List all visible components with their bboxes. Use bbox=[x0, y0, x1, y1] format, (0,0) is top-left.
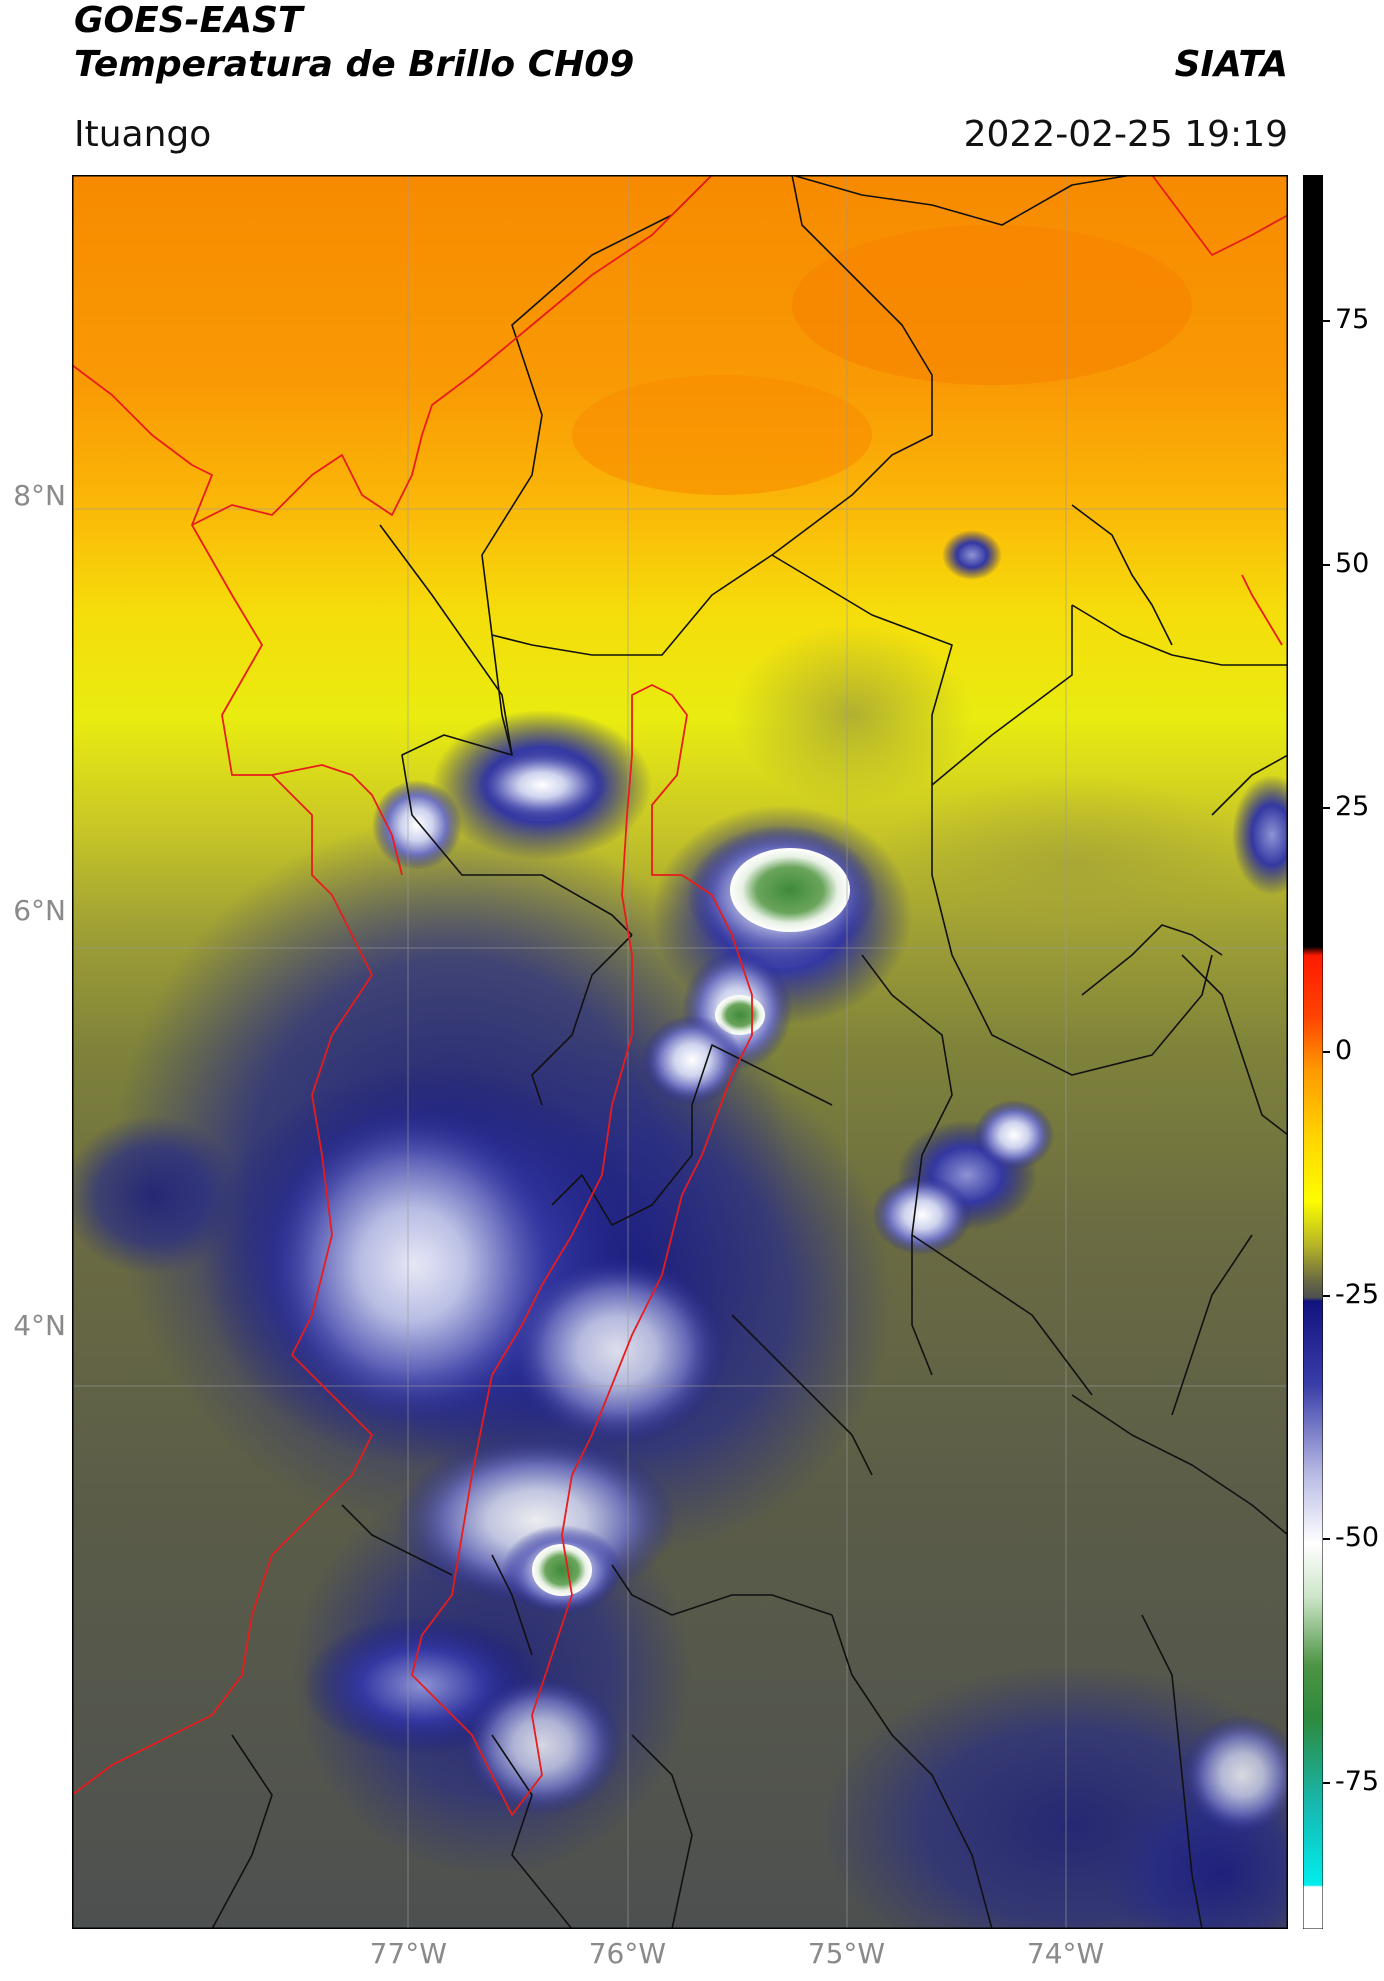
colorbar bbox=[1303, 175, 1323, 1929]
location-label: Ituango bbox=[74, 114, 212, 155]
brightness-temperature-map bbox=[72, 175, 1288, 1929]
lat-tick-label: 8°N bbox=[13, 478, 66, 512]
lon-tick-label: 75°W bbox=[807, 1937, 886, 1970]
colorbar-tick-mark bbox=[1323, 320, 1330, 323]
department-borders bbox=[211, 175, 1288, 1929]
lat-tick-label: 4°N bbox=[13, 1309, 66, 1343]
colorbar-tick-label: 0 bbox=[1335, 1035, 1353, 1066]
colorbar-tick-label: -75 bbox=[1335, 1765, 1380, 1797]
datetime-label: 2022-02-25 19:19 bbox=[963, 114, 1288, 155]
colorbar-tick-label: 75 bbox=[1335, 304, 1370, 336]
colorbar-tick-mark bbox=[1323, 1051, 1330, 1053]
brand-label: SIATA bbox=[1174, 44, 1288, 85]
colorbar-tick-mark bbox=[1323, 807, 1330, 810]
lon-tick-label: 76°W bbox=[588, 1937, 667, 1970]
lat-tick-label: 6°N bbox=[13, 893, 66, 927]
colorbar-tick-label: -50 bbox=[1335, 1522, 1380, 1554]
colorbar-tick-mark bbox=[1323, 1781, 1330, 1784]
product-title: Temperatura de Brillo CH09 bbox=[74, 44, 635, 85]
colorbar-tick-mark bbox=[1323, 1294, 1330, 1297]
colorbar-tick-label: -25 bbox=[1335, 1278, 1380, 1310]
colorbar-tick-mark bbox=[1323, 1538, 1330, 1541]
colorbar-tick-mark bbox=[1323, 563, 1330, 566]
colorbar-tick-label: 25 bbox=[1335, 791, 1370, 823]
lon-tick-label: 77°W bbox=[369, 1937, 447, 1970]
satellite-title: GOES-EAST bbox=[74, 0, 303, 41]
colorbar-tick-label: 50 bbox=[1335, 547, 1370, 579]
country-borders bbox=[72, 175, 1288, 1816]
lon-tick-label: 74°W bbox=[1026, 1937, 1105, 1970]
